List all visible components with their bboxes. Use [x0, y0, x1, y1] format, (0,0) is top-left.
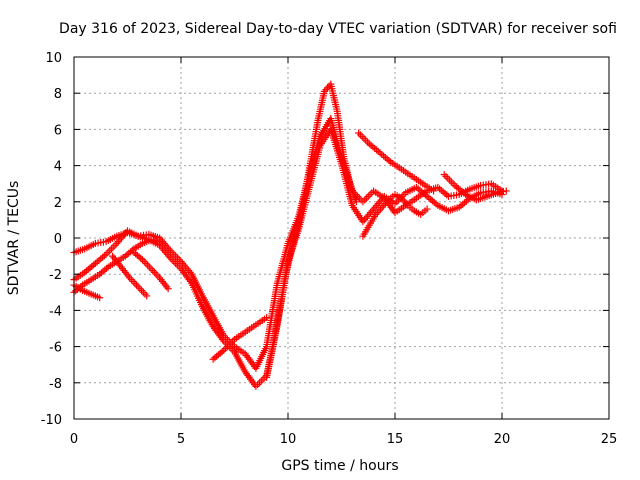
x-tick-label: 25	[601, 432, 618, 447]
series-trace-5	[109, 252, 151, 300]
x-tick-label: 0	[70, 432, 78, 447]
series-trace-10	[440, 171, 510, 204]
x-tick-label: 5	[177, 432, 185, 447]
y-axis-label: SDTVAR / TECUs	[6, 181, 22, 296]
plus-markers	[130, 248, 172, 293]
plus-markers	[440, 171, 510, 204]
y-tick-label: 10	[45, 51, 62, 66]
y-tick-label: -6	[49, 341, 62, 356]
chart-title: Day 316 of 2023, Sidereal Day-to-day VTE…	[59, 21, 617, 37]
y-tick-label: 8	[54, 87, 62, 102]
data-markers	[70, 80, 510, 390]
plus-markers	[263, 80, 360, 381]
plus-markers	[209, 314, 271, 363]
series-trace-11	[359, 191, 431, 240]
y-tick-label: 2	[54, 196, 62, 211]
x-tick-label: 10	[280, 432, 297, 447]
x-tick-label: 20	[494, 432, 511, 447]
y-tick-label: -2	[49, 268, 62, 283]
series-trace-6	[130, 248, 172, 293]
plus-markers	[359, 191, 431, 240]
series-trace-7	[209, 314, 271, 363]
x-tick-label: 15	[387, 432, 404, 447]
y-tick-label: 4	[54, 160, 62, 175]
series-trace-9	[355, 129, 438, 195]
y-tick-label: -10	[41, 413, 62, 428]
y-tick-label: 6	[54, 123, 62, 138]
y-tick-label: 0	[54, 232, 62, 247]
y-tick-label: -4	[49, 304, 62, 319]
series-trace-8	[263, 80, 360, 381]
plus-markers	[109, 252, 151, 300]
plus-markers	[355, 129, 438, 195]
x-axis-label: GPS time / hours	[281, 458, 398, 474]
grid-lines	[74, 57, 609, 419]
axis-ticks: 0 5 10 15 20 25 -10 -8 -6 -4 -2 0 2 4 6 8 10	[41, 51, 618, 447]
y-tick-label: -8	[49, 377, 62, 392]
